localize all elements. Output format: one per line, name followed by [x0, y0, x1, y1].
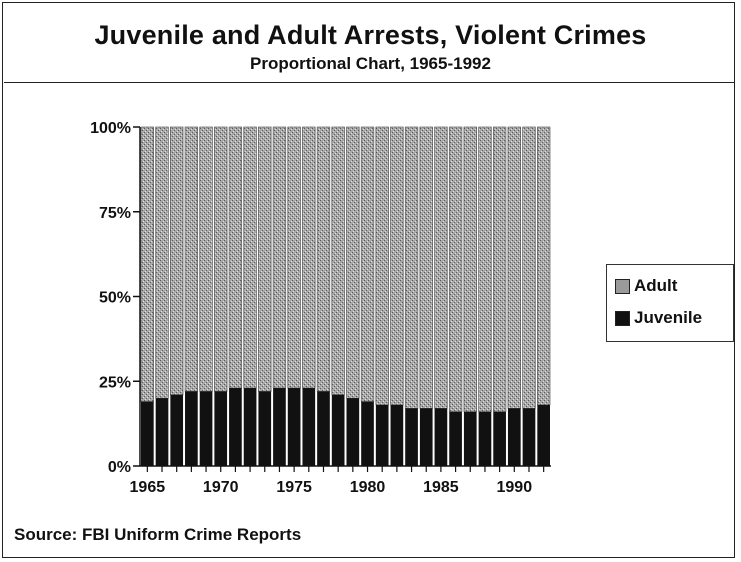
bar-juvenile-1990 — [507, 408, 521, 466]
bar-adult-1974 — [272, 126, 287, 389]
bar-juvenile-1980 — [361, 401, 374, 466]
bar-adult-1972 — [243, 126, 257, 389]
bar-adult-1973 — [258, 126, 272, 392]
x-tick-label-1990: 1990 — [497, 479, 533, 496]
bar-adult-1981 — [375, 126, 389, 406]
bar-adult-1969 — [199, 126, 213, 392]
bar-juvenile-1968 — [185, 391, 198, 466]
bar-juvenile-1975 — [287, 388, 301, 466]
bar-juvenile-1992 — [537, 404, 550, 466]
bar-adult-1978 — [331, 126, 345, 396]
legend-label-adult: Adult — [634, 276, 678, 295]
bar-adult-1983 — [404, 126, 419, 409]
bar-juvenile-1971 — [229, 388, 242, 466]
bar-juvenile-1974 — [273, 388, 286, 466]
bar-adult-1965 — [140, 126, 154, 402]
bar-juvenile-1976 — [302, 388, 316, 466]
bar-juvenile-1981 — [375, 404, 389, 466]
x-tick-label-1975: 1975 — [276, 479, 312, 496]
bar-juvenile-1970 — [214, 391, 228, 466]
x-tick-label-1980: 1980 — [350, 479, 386, 496]
y-tick-label-0%: 0% — [108, 459, 131, 476]
legend-item-adult: Adult — [615, 275, 677, 297]
bar-adult-1984 — [419, 126, 433, 409]
bar-adult-1989 — [492, 126, 507, 413]
x-tick-label-1985: 1985 — [423, 479, 459, 496]
x-tick-label-1965: 1965 — [130, 479, 166, 496]
bar-adult-1977 — [316, 126, 331, 392]
source-note: Source: FBI Uniform Crime Reports — [14, 525, 302, 544]
bar-juvenile-1967 — [170, 394, 184, 466]
bar-juvenile-1972 — [243, 388, 257, 466]
y-tick-label-50%: 50% — [99, 290, 131, 307]
y-tick-label-25%: 25% — [99, 374, 131, 391]
bar-adult-1971 — [228, 126, 243, 389]
bar-juvenile-1987 — [463, 411, 477, 466]
legend-swatch-adult — [615, 278, 630, 294]
bar-adult-1975 — [287, 126, 301, 389]
bar-juvenile-1979 — [346, 398, 360, 466]
bar-adult-1991 — [522, 126, 536, 409]
bar-adult-1987 — [463, 126, 477, 413]
bar-juvenile-1985 — [434, 408, 448, 466]
bar-adult-1992 — [537, 126, 551, 406]
y-tick-label-100%: 100% — [90, 120, 131, 137]
bar-adult-1979 — [346, 126, 360, 399]
bar-adult-1980 — [360, 126, 375, 402]
bar-adult-1988 — [478, 126, 492, 413]
legend: Adult Juvenile — [606, 264, 734, 342]
x-tick-label-1970: 1970 — [203, 479, 239, 496]
bar-juvenile-1988 — [478, 411, 492, 466]
bar-juvenile-1978 — [331, 394, 345, 466]
bar-juvenile-1969 — [199, 391, 213, 466]
bar-juvenile-1966 — [155, 398, 169, 466]
bar-juvenile-1965 — [141, 401, 154, 466]
bar-adult-1982 — [390, 126, 404, 406]
title-divider — [4, 82, 735, 83]
bar-juvenile-1991 — [522, 408, 536, 466]
bar-juvenile-1984 — [419, 408, 433, 466]
bar-juvenile-1983 — [405, 408, 418, 466]
chart-title: Juvenile and Adult Arrests, Violent Crim… — [94, 20, 647, 50]
legend-swatch-juvenile — [615, 310, 630, 326]
bar-adult-1970 — [214, 126, 228, 392]
bar-adult-1986 — [448, 126, 463, 413]
y-tick-label-75%: 75% — [99, 205, 131, 222]
bar-adult-1966 — [155, 126, 169, 399]
bar-adult-1985 — [434, 126, 448, 409]
bar-juvenile-1973 — [258, 391, 272, 466]
legend-label-juvenile: Juvenile — [634, 308, 703, 327]
bar-adult-1976 — [302, 126, 316, 389]
bar-adult-1968 — [184, 126, 199, 392]
bar-juvenile-1989 — [493, 411, 506, 466]
legend-item-juvenile: Juvenile — [615, 307, 702, 329]
bar-adult-1990 — [507, 126, 521, 409]
bar-juvenile-1986 — [449, 411, 462, 466]
bar-juvenile-1982 — [390, 404, 404, 466]
bar-adult-1967 — [170, 126, 184, 396]
chart-subtitle: Proportional Chart, 1965-1992 — [250, 54, 491, 73]
bar-juvenile-1977 — [317, 391, 330, 466]
